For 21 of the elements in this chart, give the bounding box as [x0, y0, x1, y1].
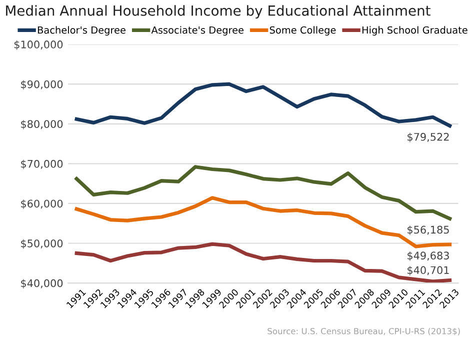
- y-tick-label: $60,000: [21, 200, 63, 209]
- y-tick-label: $100,000: [14, 40, 63, 50]
- y-tick-label: $50,000: [21, 239, 63, 249]
- line-series: [74, 165, 452, 220]
- data-label: $49,683: [408, 251, 449, 261]
- y-tick-label: $40,000: [21, 279, 63, 289]
- data-label: $40,701: [408, 266, 449, 276]
- y-tick-label: $70,000: [21, 160, 63, 170]
- chart-title: Median Annual Household Income by Educational Attainment: [6, 5, 430, 19]
- y-tick-label: $80,000: [21, 120, 63, 130]
- legend-label: Some College: [270, 26, 336, 36]
- line-series: [74, 82, 452, 128]
- line-series: [74, 196, 452, 248]
- y-tick-label: $90,000: [21, 80, 63, 90]
- line-series: [74, 242, 452, 284]
- legend-label: Bachelor's Degree: [38, 26, 126, 36]
- legend-label: High School Graduate: [362, 26, 468, 36]
- data-label: $56,185: [408, 226, 449, 236]
- data-label: $79,522: [408, 132, 449, 142]
- source-note: Source: U.S. Census Bureau, CPI-U-RS (2013$): [268, 328, 460, 336]
- legend-label: Associate's Degree: [151, 26, 244, 36]
